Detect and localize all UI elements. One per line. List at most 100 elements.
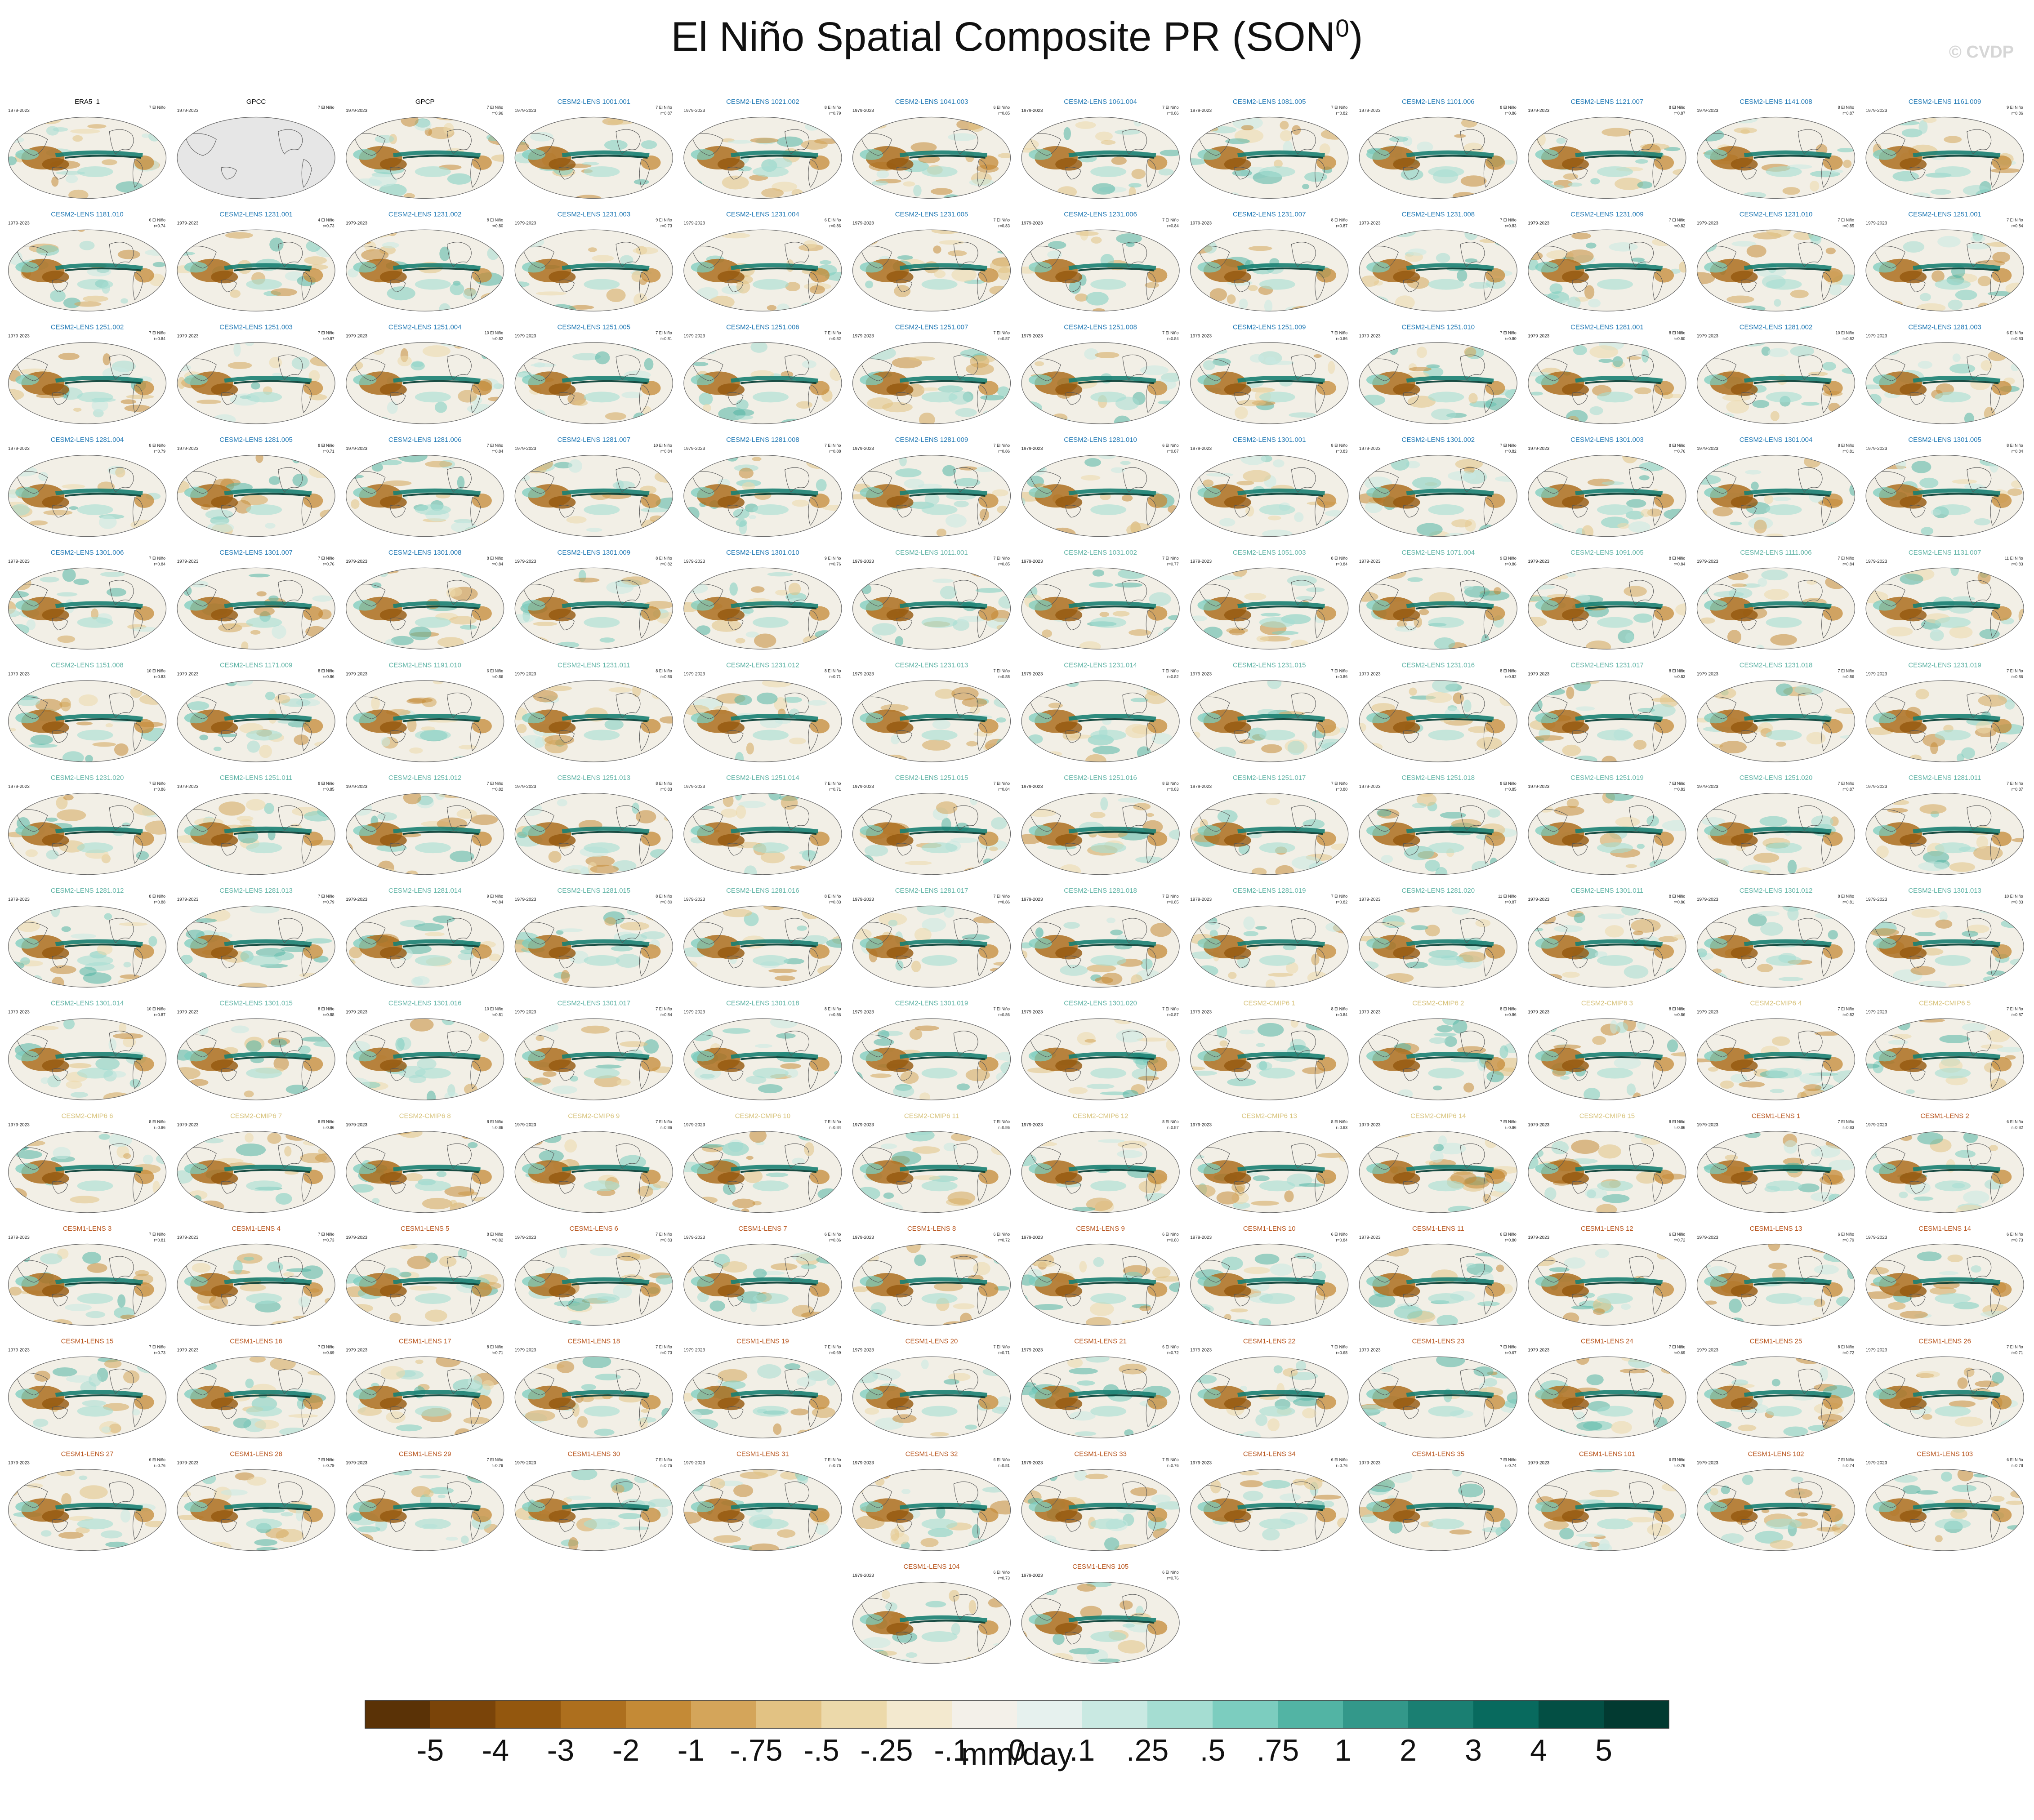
panel-title: CESM2-LENS 1301.015 xyxy=(219,1000,293,1007)
panel-pattern-correlation: r=0.71 xyxy=(998,1351,1010,1355)
panel-map xyxy=(852,1131,1011,1213)
panel-period: 1979-2023 xyxy=(8,1122,30,1127)
panel-period: 1979-2023 xyxy=(177,1122,199,1127)
panel-pattern-correlation: r=0.73 xyxy=(323,1238,335,1242)
panel-period: 1979-2023 xyxy=(1528,1348,1549,1353)
panel-event-count: 7 El Niño xyxy=(656,1232,672,1237)
panel-period: 1979-2023 xyxy=(1021,446,1043,451)
map-panel: CESM2-LENS 1151.008 1979-2023 10 El Niño r=… xyxy=(8,662,167,762)
panel-period: 1979-2023 xyxy=(852,334,874,338)
panel-period: 1979-2023 xyxy=(683,784,705,789)
panel-period: 1979-2023 xyxy=(177,108,199,113)
panel-map xyxy=(8,342,167,424)
map-panel: CESM2-LENS 1131.007 1979-2023 11 El Niñor=… xyxy=(1865,549,2024,650)
panel-event-count: 6 El Niño xyxy=(2007,1232,2023,1237)
panel-map xyxy=(346,793,504,875)
panel-event-count: 8 El Niño xyxy=(318,1007,335,1011)
panel-period: 1979-2023 xyxy=(1866,784,1887,789)
map-panel: CESM2-LENS 1281.001 1979-2023 8 El Niñor=0… xyxy=(1528,323,1686,424)
map-panel: CESM2-LENS 1231.014 1979-2023 7 El Niño r=0… xyxy=(1021,662,1180,762)
panel-event-count: 8 El Niño xyxy=(1838,894,1854,899)
panel-map xyxy=(1696,567,1856,650)
map-panel: CESM2-LENS 1071.004 1979-2023 9 El Niñor=0… xyxy=(1359,549,1517,650)
panel-title: CESM1-LENS 12 xyxy=(1581,1225,1633,1233)
colorbar-swatch xyxy=(365,1700,431,1728)
panel-pattern-correlation: r=0.80 xyxy=(1674,336,1686,341)
panel-title: CESM1-LENS 10 xyxy=(1243,1225,1296,1233)
watermark-label: © CVDP xyxy=(1949,43,2014,62)
panel-period: 1979-2023 xyxy=(1021,897,1043,902)
panel-map xyxy=(1190,567,1349,650)
panel-map xyxy=(177,454,335,537)
map-panel: CESM2-LENS 1301.006 1979-2023 7 El Niñor=0… xyxy=(8,549,167,650)
panel-event-count: 8 El Niño xyxy=(1669,443,1686,448)
panel-pattern-correlation: r=0.86 xyxy=(830,224,841,228)
panel-map xyxy=(1190,793,1349,875)
panel-pattern-correlation: r=0.84 xyxy=(491,562,503,566)
panel-event-count: 7 El Niño xyxy=(993,781,1010,786)
panel-period: 1979-2023 xyxy=(1528,108,1549,113)
panel-pattern-correlation: r=0.71 xyxy=(323,449,335,454)
panel-pattern-correlation: r=0.81 xyxy=(1842,449,1854,454)
map-panel: CESM2-LENS 1251.007 1979-2023 7 El Niñor=0… xyxy=(852,323,1011,424)
panel-title: CESM1-LENS 26 xyxy=(1918,1338,1971,1345)
panel-title: CESM2-LENS 1251.017 xyxy=(1233,774,1306,782)
panel-pattern-correlation: r=0.73 xyxy=(660,224,672,228)
panel-pattern-correlation: r=0.82 xyxy=(1336,111,1347,116)
panel-map xyxy=(1865,1131,2024,1213)
map-panel: CESM2-LENS 1281.004 1979-2023 8 El Niñor=0… xyxy=(8,436,167,537)
panel-map xyxy=(1190,116,1349,199)
panel-map xyxy=(1865,905,2024,988)
panel-pattern-correlation: r=0.86 xyxy=(2012,675,2023,679)
panel-event-count: 6 El Niño xyxy=(993,1457,1010,1462)
panel-event-count: 7 El Niño xyxy=(656,1457,672,1462)
panel-event-count: 8 El Niño xyxy=(1331,1007,1348,1011)
panel-pattern-correlation: r=0.88 xyxy=(323,1013,335,1017)
panel-pattern-correlation: r=0.79 xyxy=(154,449,165,454)
panel-pattern-correlation: r=0.71 xyxy=(830,787,841,792)
panel-pattern-correlation: r=0.85 xyxy=(1842,224,1854,228)
panel-pattern-correlation: r=0.87 xyxy=(1674,111,1686,116)
panel-event-count: 8 El Niño xyxy=(1669,330,1686,335)
panel-period: 1979-2023 xyxy=(683,1010,705,1015)
panel-period: 1979-2023 xyxy=(177,897,199,902)
colorbar-swatch xyxy=(1473,1700,1539,1728)
panel-pattern-correlation: r=0.86 xyxy=(998,900,1010,904)
panel-pattern-correlation: r=0.82 xyxy=(660,562,672,566)
panel-title: CESM1-LENS 3 xyxy=(63,1225,112,1233)
figure-title: El Niño Spatial Composite PR (SON0) xyxy=(671,14,1363,60)
panel-map xyxy=(8,454,167,537)
panel-period: 1979-2023 xyxy=(683,897,705,902)
panel-map xyxy=(1359,342,1517,424)
map-panel: CESM2-LENS 1281.009 1979-2023 7 El Niñor=0… xyxy=(852,436,1011,537)
panel-period: 1979-2023 xyxy=(1190,446,1212,451)
panel-pattern-correlation: r=0.86 xyxy=(1674,1125,1686,1130)
panel-title: CESM2-CMIP6 4 xyxy=(1750,1000,1802,1007)
panel-period: 1979-2023 xyxy=(346,897,367,902)
panel-title: CESM2-LENS 1251.006 xyxy=(726,323,799,331)
map-panel: CESM2-LENS 1021.002 1979-2023 8 El Niñor=0… xyxy=(683,98,842,199)
panel-event-count: 8 El Niño xyxy=(2007,443,2023,448)
map-panel: CESM2-LENS 1231.006 1979-2023 7 El Niño r=0… xyxy=(1021,211,1180,311)
map-panel: CESM1-LENS 16 1979-2023 7 El Niño r=0.69 xyxy=(177,1338,335,1438)
panel-title: CESM2-LENS 1231.018 xyxy=(1740,662,1813,669)
panel-map xyxy=(1528,454,1686,537)
panel-event-count: 7 El Niño xyxy=(825,781,841,786)
map-panel: CESM2-LENS 1281.002 1979-2023 10 El Niñor=… xyxy=(1696,323,1856,424)
panel-pattern-correlation: r=0.87 xyxy=(998,336,1010,341)
panel-title: CESM2-CMIP6 12 xyxy=(1073,1112,1128,1120)
colorbar-swatch xyxy=(1604,1700,1669,1728)
panel-title: CESM1-LENS 29 xyxy=(399,1450,451,1458)
panel-title: CESM2-LENS 1301.017 xyxy=(558,1000,631,1007)
panel-period: 1979-2023 xyxy=(1359,784,1381,789)
panel-title: CESM2-CMIP6 14 xyxy=(1410,1112,1466,1120)
panel-event-count: 7 El Niño xyxy=(149,556,165,561)
panel-title: CESM2-LENS 1131.007 xyxy=(1909,549,1981,556)
panel-title: CESM2-LENS 1281.020 xyxy=(1402,887,1475,894)
